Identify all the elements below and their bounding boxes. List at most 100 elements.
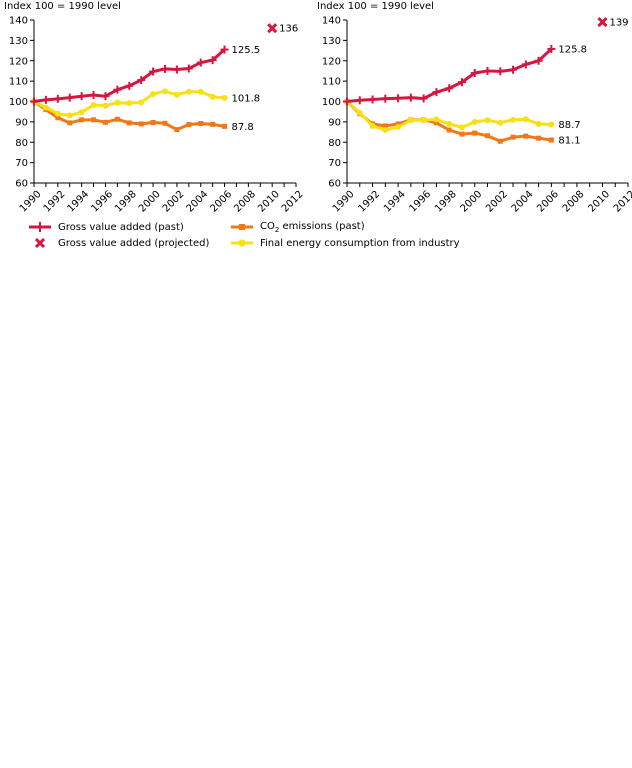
end-label-energy: 101.8 [232,93,261,104]
data-point-energy [471,118,478,125]
y-tick-label: 140 [9,16,28,27]
data-point-co2 [210,121,216,127]
data-point-co2 [395,121,401,127]
legend-item-gva-past: Gross value added (past) [28,220,184,234]
end-label-energy: 88.7 [558,120,580,131]
x-tick-label: 1994 [382,189,408,215]
data-point-energy [138,99,145,106]
legend-label-energy: Final energy consumption from industry [260,237,460,249]
data-point-energy [407,117,414,124]
legend-swatch-gva-past [29,222,51,232]
data-point-energy [433,116,440,123]
legend-label-co2: CO2 emissions (past) [260,221,365,234]
x-tick-label: 2006 [208,189,234,215]
x-tick-label: 1990 [18,189,44,215]
y-tick-label: 100 [9,97,28,108]
x-tick-label: 2004 [185,189,211,215]
data-point-energy [382,127,389,134]
data-point-energy [54,110,61,117]
x-tick-label: 1996 [408,189,434,215]
legend-label-co2-rest: emissions (past) [279,220,365,232]
series-line-gva [346,47,553,103]
data-point-co2 [497,138,503,144]
x-tick-label: 2004 [510,189,536,215]
data-point-co2 [459,131,465,137]
y-tick-label: 90 [15,117,28,128]
legend-label-gva-projected: Gross value added (projected) [58,237,210,249]
x-tick-label: 2000 [459,189,485,215]
y-tick-label: 90 [328,117,341,128]
data-point-co2 [433,120,439,126]
y-tick-label: 140 [322,16,341,27]
data-point-energy [114,99,121,106]
x-tick-label: 2002 [161,189,187,215]
data-point-co2 [222,123,228,129]
data-point-energy [548,121,555,128]
x-tick-label: 2006 [535,189,561,215]
legend: Gross value added (past) Gross value add… [28,220,588,250]
data-point-co2 [485,133,490,139]
x-tick-label: 1998 [433,189,459,215]
data-point-energy [66,112,73,119]
x-tick-label: 1994 [66,189,92,215]
data-point-co2 [446,127,452,133]
data-point-energy [484,117,491,124]
y-tick-label: 60 [328,179,341,190]
data-point-energy [458,124,465,131]
x-tick-label: 1992 [42,189,68,215]
data-point-energy [42,104,49,111]
y-tick-label: 120 [9,56,28,67]
y-tick-label: 100 [322,97,341,108]
end-label-gva: 125.8 [558,44,587,55]
data-point-co2 [79,117,85,123]
y-tick-label: 60 [15,179,28,190]
data-point-energy [90,101,97,108]
data-point-energy [356,109,363,116]
data-point-energy [369,122,376,129]
data-point-co2 [150,119,156,125]
data-point-co2 [55,115,61,121]
data-point-energy [197,88,204,95]
projection-marker [597,16,608,28]
data-point-energy [173,91,180,98]
data-point-energy [162,88,168,95]
y-axis-label: Index 100 = 1990 level [317,1,434,12]
legend-item-energy: Final energy consumption from industry [230,236,460,250]
end-label-gva: 125.5 [232,45,261,56]
legend-label-gva-past: Gross value added (past) [58,221,184,233]
y-axis-label: Index 100 = 1990 level [4,1,121,12]
series-line-gva [33,48,226,103]
y-tick-label: 70 [328,158,341,169]
data-point-co2 [536,135,542,141]
data-point-energy [126,100,133,107]
projection-label: 136 [279,24,298,35]
data-point-energy [150,90,157,97]
x-tick-label: 2010 [586,189,612,215]
y-tick-label: 130 [322,36,341,47]
data-point-co2 [382,123,388,129]
x-tick-label: 1996 [89,189,115,215]
y-tick-label: 80 [15,138,28,149]
x-tick-label: 2008 [561,189,587,215]
charts-area: Index 100 = 1990 level 60 70 80 90 100 110 120 1… [4,1,632,215]
y-tick-label: 110 [9,77,28,88]
x-tick-label: 1990 [331,189,357,215]
legend-swatch-energy [231,239,253,247]
chart-2: Index 100 = 1990 level 60 70 80 90 100 110 120 1… [317,1,632,215]
data-point-co2 [523,133,529,139]
data-point-energy [420,117,427,124]
y-tick-label: 80 [328,138,341,149]
data-point-co2 [114,116,120,122]
x-tick-label: 2000 [137,189,163,215]
data-point-co2 [174,127,180,133]
data-point-energy [78,109,85,116]
data-point-co2 [126,120,132,126]
data-point-co2 [548,137,554,143]
legend-label-co2-sub: 2 [274,225,280,234]
data-point-energy [535,120,542,127]
data-point-co2 [510,134,516,140]
data-point-co2 [198,121,204,127]
legend-label-co2-main: CO [260,220,275,232]
data-point-energy [221,94,228,101]
legend-swatch-co2 [231,224,253,230]
